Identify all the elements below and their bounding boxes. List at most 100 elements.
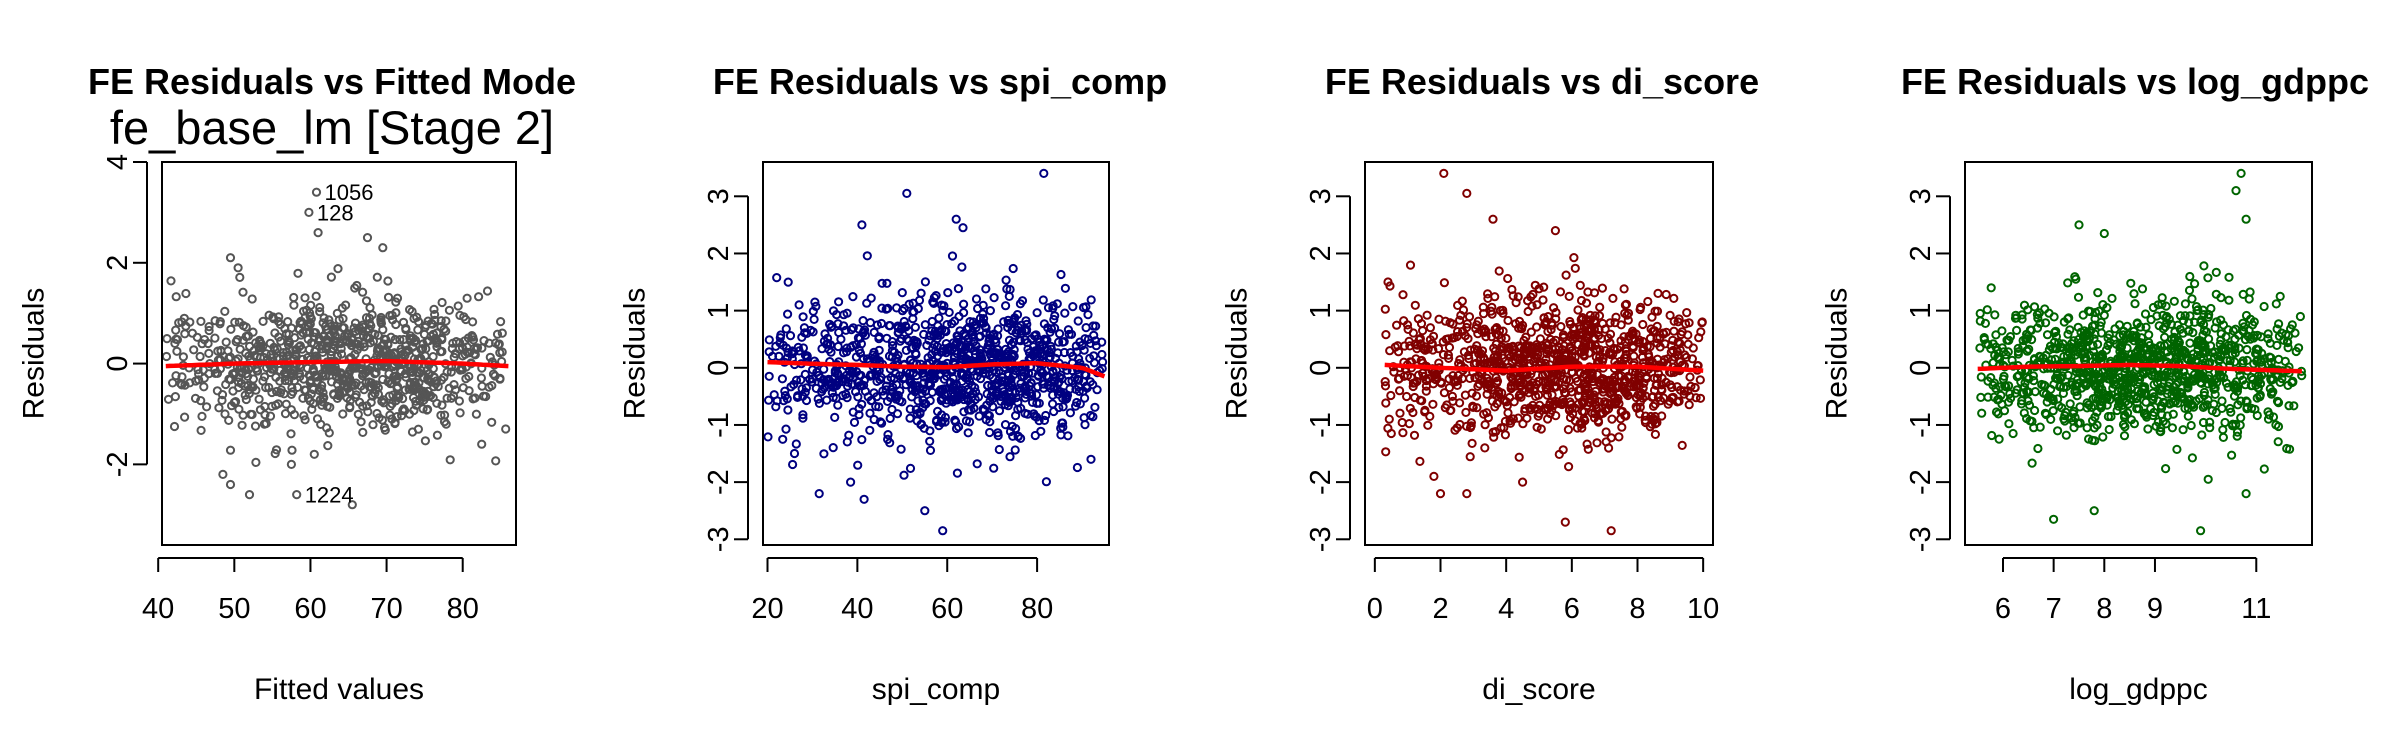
data-point: [2029, 376, 2039, 386]
data-point: [2287, 320, 2297, 330]
data-point: [1481, 326, 1491, 336]
data-point: [265, 338, 275, 348]
data-point: [2027, 458, 2037, 468]
data-point: [1089, 358, 1100, 368]
data-point: [1986, 283, 1996, 293]
data-point: [899, 316, 909, 327]
data-point: [865, 425, 875, 435]
data-point: [1648, 326, 1658, 336]
data-point: [237, 420, 247, 430]
data-point: [459, 312, 469, 322]
data-point: [822, 395, 832, 405]
data-point: [2103, 411, 2113, 422]
data-point: [1549, 303, 1559, 313]
data-point: [1526, 327, 1536, 337]
data-point: [2026, 325, 2036, 335]
data-point: [847, 366, 857, 377]
data-point: [1381, 398, 1391, 408]
data-point: [437, 400, 447, 410]
data-point: [467, 331, 477, 341]
data-point: [437, 297, 447, 308]
data-point: [171, 371, 181, 381]
data-point: [448, 338, 458, 348]
data-point: [334, 386, 344, 396]
data-point: [925, 436, 935, 446]
y-tick-label: 3: [1905, 188, 1937, 204]
data-point: [1590, 317, 1600, 328]
data-point: [2200, 401, 2210, 411]
data-point: [938, 305, 948, 315]
data-point: [2183, 326, 2194, 336]
data-point: [289, 300, 299, 310]
data-point: [391, 371, 401, 381]
panel-3: FE Residuals vs di_score 0 2 4 6 8 10 -3 -2 -1 0 1 2…: [1221, 61, 1760, 706]
data-point: [1991, 383, 2001, 393]
outlier-point: [902, 188, 912, 198]
data-point: [287, 445, 297, 455]
data-point: [1503, 408, 1513, 418]
data-point: [306, 375, 316, 385]
data-point: [810, 297, 820, 307]
data-point: [1616, 320, 1626, 330]
data-point: [408, 342, 418, 352]
data-point: [370, 329, 380, 339]
data-point: [1611, 312, 1621, 322]
data-point: [265, 411, 276, 421]
data-point: [216, 345, 226, 355]
outlier-point: [309, 449, 319, 459]
data-point: [2167, 423, 2177, 433]
data-point: [1581, 331, 1591, 341]
data-point: [439, 417, 450, 427]
data-point: [1026, 378, 1036, 388]
data-point: [839, 348, 849, 358]
data-point: [2268, 387, 2278, 397]
data-point: [1505, 418, 1516, 428]
data-point: [1081, 302, 1091, 312]
data-point: [891, 391, 901, 401]
data-point: [1072, 397, 1082, 408]
data-point: [2283, 343, 2293, 353]
data-point: [1582, 439, 1592, 449]
data-point: [2098, 388, 2108, 398]
panel-4: FE Residuals vs log_gdppc 6 7 8 9 11 -3 -2 -1 0 1 2…: [1821, 61, 2370, 706]
data-point: [1010, 388, 1021, 398]
data-point: [1389, 367, 1399, 377]
data-point: [2048, 406, 2058, 416]
data-point: [2210, 383, 2220, 393]
x-tick-label: 10: [1687, 593, 1719, 625]
data-point: [1097, 337, 1107, 347]
data-point: [267, 401, 277, 411]
data-point: [441, 316, 451, 326]
data-point: [2184, 285, 2195, 295]
data-point: [386, 350, 396, 360]
data-point: [432, 328, 442, 338]
data-point: [982, 389, 992, 399]
data-point: [1054, 402, 1064, 413]
data-point: [874, 402, 884, 412]
data-point: [372, 408, 382, 419]
data-point: [2239, 327, 2249, 337]
data-point: [1577, 313, 1588, 323]
data-point: [2230, 357, 2240, 367]
data-point: [1510, 355, 1520, 365]
data-point: [994, 366, 1004, 376]
x-tick-label: 0: [1367, 593, 1383, 625]
data-point: [283, 335, 294, 345]
outlier-point: [286, 459, 296, 469]
data-point: [2185, 271, 2195, 282]
data-point: [460, 336, 470, 346]
data-point: [196, 425, 206, 435]
data-point: [372, 272, 382, 282]
data-point: [2219, 373, 2229, 383]
data-point: [1684, 318, 1694, 328]
data-point: [905, 368, 915, 378]
data-point: [901, 345, 911, 355]
data-point: [2063, 329, 2073, 339]
data-point: [2152, 311, 2162, 321]
data-point: [492, 329, 503, 339]
data-point: [1089, 330, 1099, 340]
data-point: [2284, 401, 2294, 411]
data-point: [279, 368, 289, 378]
x-tick-label: 2: [1432, 593, 1448, 625]
data-point: [1554, 342, 1564, 353]
